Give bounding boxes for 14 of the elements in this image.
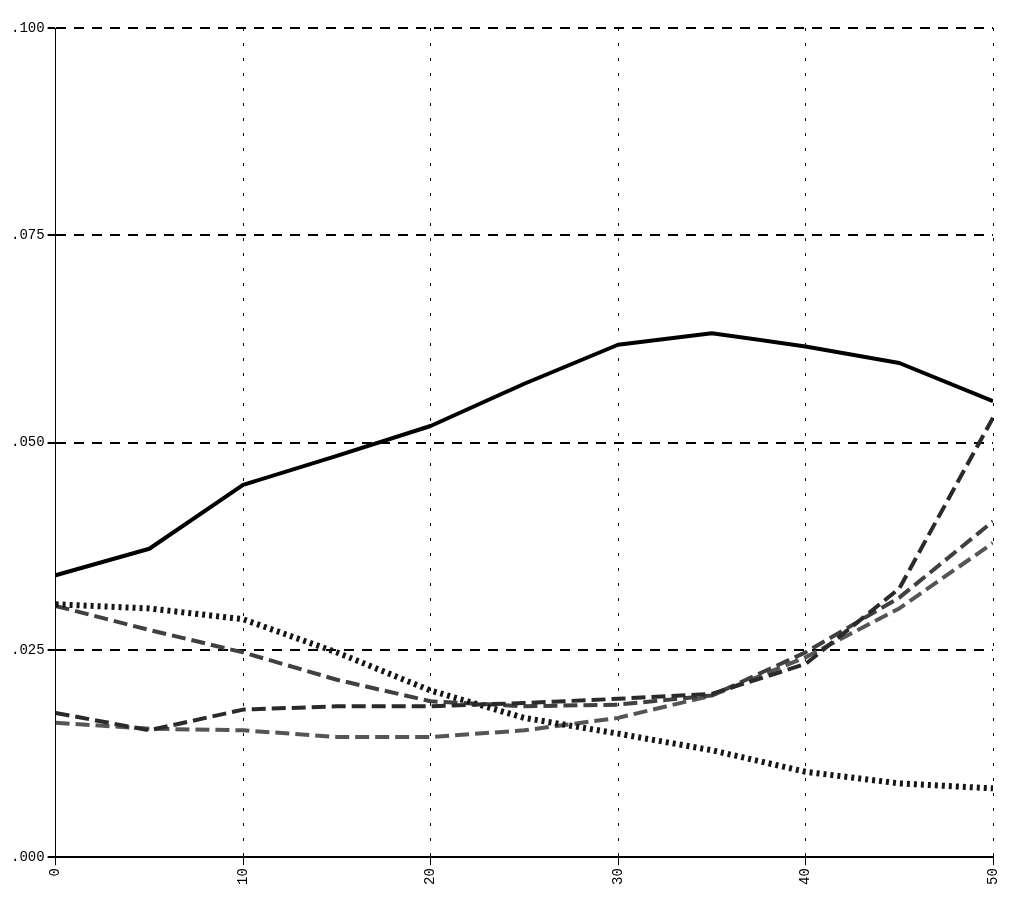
x-tick-label: 20	[422, 868, 439, 886]
x-tick-label: 30	[609, 868, 626, 886]
line-series	[55, 415, 993, 733]
x-tick-label: 50	[984, 868, 1001, 886]
x-tick-label: 40	[797, 868, 814, 886]
line-series	[55, 540, 993, 739]
y-tick-label: .075	[11, 227, 45, 243]
x-tick-label: 10	[234, 868, 251, 886]
y-tick-label: .000	[11, 848, 45, 865]
y-tick-label: .025	[11, 641, 45, 658]
y-tick-label: .100	[11, 19, 45, 36]
x-tick-label: 0	[47, 868, 64, 877]
line-series	[55, 519, 993, 709]
y-tick-label: .050	[11, 434, 45, 451]
